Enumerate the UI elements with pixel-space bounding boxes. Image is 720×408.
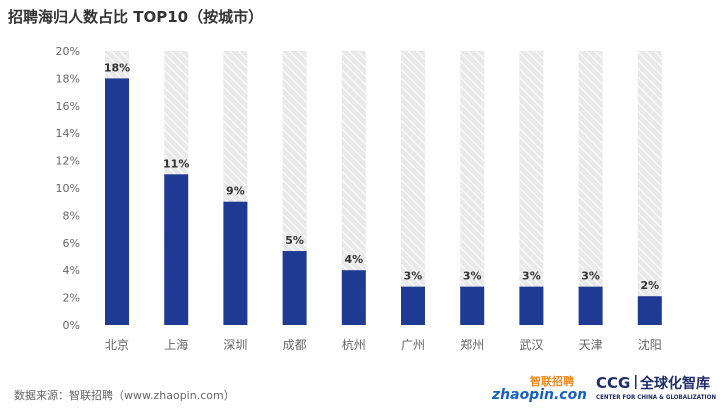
y-axis: 0% 2% 4% 6% 8% 10% 12% 14% 16% 18% 20% <box>56 45 80 332</box>
y-tick-label: 12% <box>56 155 80 168</box>
bar-track <box>519 51 544 325</box>
y-tick-label: 2% <box>63 292 80 305</box>
y-tick-label: 4% <box>63 264 80 277</box>
x-axis: 北京 上海 深圳 成都 杭州 广州 郑州 武汉 天津 沈阳 <box>105 337 662 352</box>
bar-track <box>637 51 662 325</box>
x-tick-label: 杭州 <box>342 337 366 352</box>
ccg-logo-en: CENTER FOR CHINA & GLOBALIZATION <box>596 394 716 401</box>
bar-tracks <box>105 51 662 325</box>
y-tick-label: 8% <box>63 209 80 222</box>
bar <box>282 251 307 325</box>
ccg-logo-cn: 全球化智库 <box>639 375 710 392</box>
y-tick-label: 18% <box>56 72 80 85</box>
bar <box>578 286 603 325</box>
x-tick-label: 广州 <box>401 338 425 352</box>
x-tick-label: 深圳 <box>223 338 247 352</box>
data-label: 9% <box>226 185 245 198</box>
zhaopin-logo-en: zhaopin.com <box>491 387 586 402</box>
ccg-logo-short: CCG <box>596 374 630 392</box>
y-tick-label: 16% <box>56 100 80 113</box>
bar-track <box>401 51 425 325</box>
data-label: 3% <box>522 270 541 283</box>
bar <box>223 201 248 325</box>
y-tick-label: 6% <box>63 237 80 250</box>
x-tick-label: 北京 <box>105 338 129 352</box>
data-label: 3% <box>581 270 600 283</box>
data-label: 3% <box>404 270 423 283</box>
zhaopin-logo-cn: 智联招聘 <box>530 374 574 388</box>
y-tick-label: 0% <box>63 319 80 332</box>
bar <box>164 174 189 325</box>
data-source-note: 数据来源：智联招聘（www.zhaopin.com） <box>14 389 235 402</box>
bars <box>105 78 662 326</box>
y-tick-label: 20% <box>56 45 80 58</box>
bar <box>341 270 366 325</box>
data-label: 4% <box>344 253 363 266</box>
zhaopin-logo: 智联招聘 zhaopin.com <box>491 374 586 402</box>
y-tick-label: 14% <box>56 127 80 140</box>
y-tick-label: 10% <box>56 182 80 195</box>
data-label: 18% <box>104 61 130 74</box>
x-tick-label: 武汉 <box>519 338 543 352</box>
x-tick-label: 成都 <box>283 338 307 352</box>
data-label: 11% <box>163 157 189 170</box>
chart-title: 招聘海归人数占比 TOP10（按城市） <box>8 8 264 26</box>
x-tick-label: 沈阳 <box>638 337 662 352</box>
bar <box>401 286 425 325</box>
data-label: 5% <box>285 234 304 247</box>
x-tick-label: 郑州 <box>460 337 484 352</box>
bar-track <box>460 51 485 325</box>
bar <box>519 286 544 325</box>
ccg-logo-divider <box>635 375 637 389</box>
ccg-logo: CCG 全球化智库 CENTER FOR CHINA & GLOBALIZATI… <box>596 374 716 401</box>
x-tick-label: 上海 <box>164 337 188 352</box>
data-labels: 18% 11% 9% 5% 4% 3% 3% 3% 3% 2% <box>104 61 659 292</box>
bar <box>637 296 662 325</box>
data-label: 3% <box>463 270 482 283</box>
bar-track <box>578 51 603 325</box>
bar <box>460 286 485 325</box>
bar <box>105 78 129 326</box>
x-tick-label: 天津 <box>579 338 603 352</box>
data-label: 2% <box>640 279 659 292</box>
